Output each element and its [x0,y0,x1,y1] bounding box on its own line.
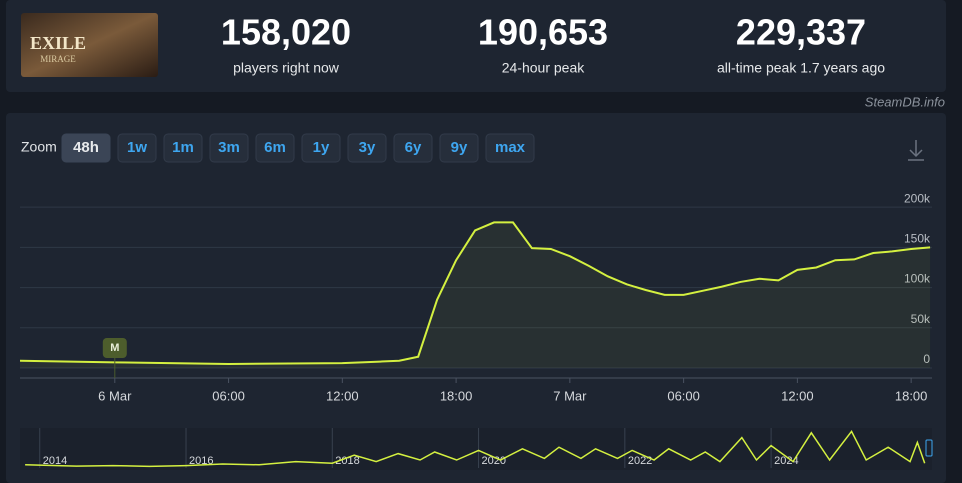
zoom-button[interactable] [209,133,249,163]
stat-value: 190,653 [478,12,608,53]
stat-label: 24-hour peak [502,60,586,76]
area [20,222,931,368]
stat-label: all-time peak 1.7 years ago [717,60,885,76]
x-tick-label: 18:00 [895,388,928,403]
x-tick-label: 06:00 [667,388,700,403]
zoom-button-label[interactable]: 9y [451,139,468,156]
stat-value: 158,020 [221,12,351,53]
x-tick-label: 7 Mar [553,388,587,403]
navigator-tick-label: 2024 [774,455,798,467]
y-tick-label: 50k [911,312,931,326]
stat-value: 229,337 [736,12,866,53]
zoom-button[interactable] [485,133,535,163]
zoom-button-label[interactable]: max [495,139,526,156]
zoom-button-label[interactable]: 3m [218,139,240,156]
download-icon[interactable] [908,140,924,161]
stats-panel [6,0,946,92]
zoom-button[interactable] [393,133,433,163]
zoom-button-label[interactable]: 1y [313,139,330,156]
line [19,221,931,365]
navigator-handle[interactable] [925,439,933,457]
zoom-button[interactable] [301,133,341,163]
zoom-button[interactable] [439,133,479,163]
annotation-badge[interactable] [102,338,127,358]
zoom-button-label[interactable]: 6y [405,139,422,156]
navigator-tick-label: 2014 [43,455,67,467]
x-tick-label: 06:00 [212,388,245,403]
navigator-line [25,429,926,468]
navigator-tick-label: 2018 [335,455,359,467]
zoom-button-label[interactable]: 6m [264,139,286,156]
zoom-button-label[interactable]: 48h [73,139,99,156]
credit: SteamDB.info [865,94,945,109]
chart-panel [6,113,946,483]
zoom-button[interactable] [117,133,157,163]
logo [21,13,158,77]
zoom-button-label[interactable]: 1m [172,139,194,156]
logo-title: EXILE [30,33,86,53]
zoom-button[interactable] [61,133,111,163]
zoom-label: Zoom [21,139,57,155]
logo-subtitle: MIRAGE [40,54,76,64]
navigator-tick-label: 2020 [482,455,506,467]
zoom-button-label[interactable]: 1w [127,139,147,156]
x-tick-label: 12:00 [781,388,814,403]
x-tick-label: 6 Mar [98,388,132,403]
x-tick-label: 18:00 [440,388,473,403]
zoom-button[interactable] [347,133,387,163]
navigator-tick-label: 2016 [189,455,213,467]
zoom-button[interactable] [163,133,203,163]
stat-label: players right now [233,60,340,76]
navigator[interactable] [20,428,932,470]
y-tick-label: 150k [904,232,931,246]
y-tick-label: 0 [923,352,930,366]
annotation-label[interactable]: M [110,342,119,354]
y-tick-label: 200k [904,191,931,205]
navigator-tick-label: 2022 [628,455,652,467]
zoom-button[interactable] [255,133,295,163]
zoom-button-label[interactable]: 3y [359,139,376,156]
y-tick-label: 100k [904,272,931,286]
x-tick-label: 12:00 [326,388,359,403]
